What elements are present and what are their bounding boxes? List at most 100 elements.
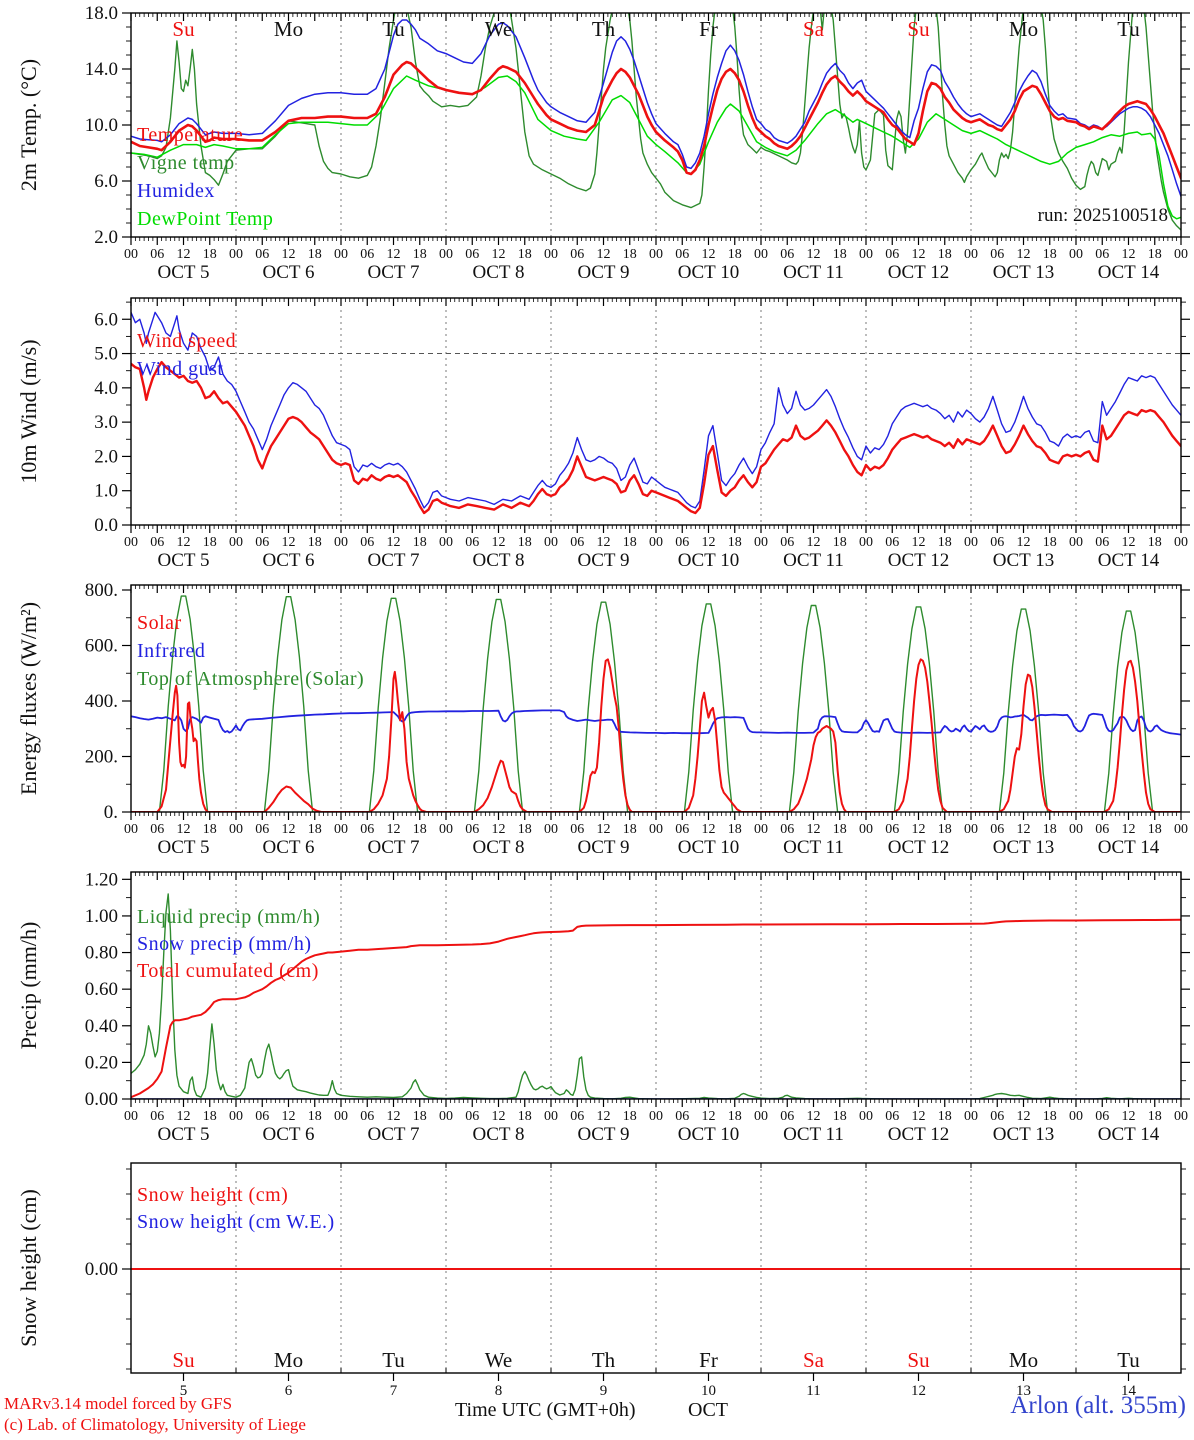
panel-temperature: 2.0 6.0 10.0 14.0 18.0 00 06 12 18 00 06 12 18 00 06 12… [16,3,1190,283]
top-of-atmosphere-line [131,595,1181,812]
hour-tick-label: 18 [938,822,952,837]
hour-tick-label: 18 [833,822,847,837]
date-label: OCT 9 [578,262,630,283]
hour-tick-label: 00 [229,822,243,837]
hour-tick-label: 00 [229,1109,243,1124]
date-label: OCT 10 [678,837,739,858]
hour-tick-label: 12 [597,822,611,837]
hour-tick-label: 18 [938,247,952,262]
hour-tick-label: 06 [990,247,1004,262]
hour-tick-label: 18 [1043,1109,1057,1124]
hour-tick-label: 06 [150,822,164,837]
day-number-label: 13 [1016,1383,1031,1399]
hour-tick-label: 18 [938,535,952,550]
day-number-label: 7 [390,1383,398,1399]
hour-tick-label: 18 [1148,535,1162,550]
weekday-label: Mo [1009,1348,1038,1372]
weekday-label: Su [172,17,195,41]
hour-tick-label: 18 [728,1109,742,1124]
weekday-label: Fr [699,17,718,41]
hour-tick-label: 12 [912,822,926,837]
hour-tick-label: 18 [623,535,637,550]
y-tick-label: 6.0 [94,309,118,330]
hour-tick-label: 06 [360,1109,374,1124]
panel-energy: 0. 200. 400. 600. 800. 00 06 12 18 00 06 12 18 00 06 12… [16,580,1190,858]
hour-tick-label: 06 [465,535,479,550]
hour-tick-label: 06 [150,535,164,550]
hour-tick-label: 00 [439,247,453,262]
hour-tick-label: 18 [203,247,217,262]
y-tick-label: 14.0 [85,59,118,80]
hour-tick-label: 00 [544,822,558,837]
hour-tick-label: 06 [465,1109,479,1124]
weekday-label: Fr [699,1348,718,1372]
hour-tick-label: 00 [1069,1109,1083,1124]
y-axis-title: 10m Wind (m/s) [16,339,41,483]
hour-tick-label: 12 [387,822,401,837]
hour-tick-label: 12 [702,247,716,262]
hour-tick-label: 06 [570,247,584,262]
date-label: OCT 14 [1098,837,1160,858]
hour-tick-label: 18 [728,535,742,550]
date-label: OCT 10 [678,262,739,283]
hour-tick-label: 06 [570,1109,584,1124]
hour-tick-label: 18 [518,822,532,837]
hour-tick-label: 12 [1017,822,1031,837]
y-axis-title: Energy fluxes (W/m²) [16,602,41,795]
y-tick-label: 10.0 [85,115,118,136]
humidex-line [131,19,1181,198]
hour-tick-label: 00 [1174,535,1188,550]
hour-tick-label: 06 [990,1109,1004,1124]
weekday-label: Th [592,1348,616,1372]
y-tick-label: 1.00 [85,906,118,927]
date-label: OCT 13 [993,550,1054,571]
hour-tick-label: 18 [308,822,322,837]
date-label: OCT 11 [783,837,844,858]
hour-tick-label: 00 [1174,247,1188,262]
date-label: OCT 8 [473,550,525,571]
hour-tick-label: 18 [308,247,322,262]
date-label: OCT 9 [578,550,630,571]
y-tick-label: 600. [85,635,118,656]
hour-tick-label: 12 [912,535,926,550]
y-tick-label: 18.0 [85,3,118,24]
hour-tick-label: 00 [124,1109,138,1124]
hour-tick-label: 12 [282,822,296,837]
weekday-label: Mo [274,1348,303,1372]
y-tick-label: 2.0 [94,227,118,248]
hour-tick-label: 00 [229,247,243,262]
hour-tick-label: 18 [1148,822,1162,837]
day-number-label: 11 [806,1383,820,1399]
date-label: OCT 8 [473,262,525,283]
hour-tick-label: 18 [413,1109,427,1124]
hour-tick-label: 06 [255,247,269,262]
y-axis-title: 2m Temp. (°C) [16,59,41,191]
hour-tick-label: 12 [1122,247,1136,262]
hour-tick-label: 18 [518,535,532,550]
hour-tick-label: 00 [1069,822,1083,837]
hour-tick-label: 00 [964,535,978,550]
hour-tick-label: 00 [439,535,453,550]
date-label: OCT 6 [263,837,315,858]
hour-tick-label: 06 [780,535,794,550]
hour-tick-label: 18 [413,822,427,837]
vigne-temp-line [131,13,1181,231]
hour-tick-label: 00 [439,1109,453,1124]
hour-tick-label: 00 [754,535,768,550]
total-cumulated-line [131,918,1181,1099]
solar-line [131,658,1181,812]
hour-tick-label: 06 [570,535,584,550]
hour-tick-label: 06 [465,247,479,262]
wind-gust-line [131,311,1181,509]
date-label: OCT 11 [783,1124,844,1145]
hour-tick-label: 06 [1095,822,1109,837]
hour-tick-label: 06 [465,822,479,837]
hour-tick-label: 12 [702,1109,716,1124]
hour-tick-label: 00 [544,1109,558,1124]
hour-tick-label: 12 [492,1109,506,1124]
hour-tick-label: 12 [702,822,716,837]
weekday-label: Tu [382,17,405,41]
temperature-2m-line [131,60,1181,180]
